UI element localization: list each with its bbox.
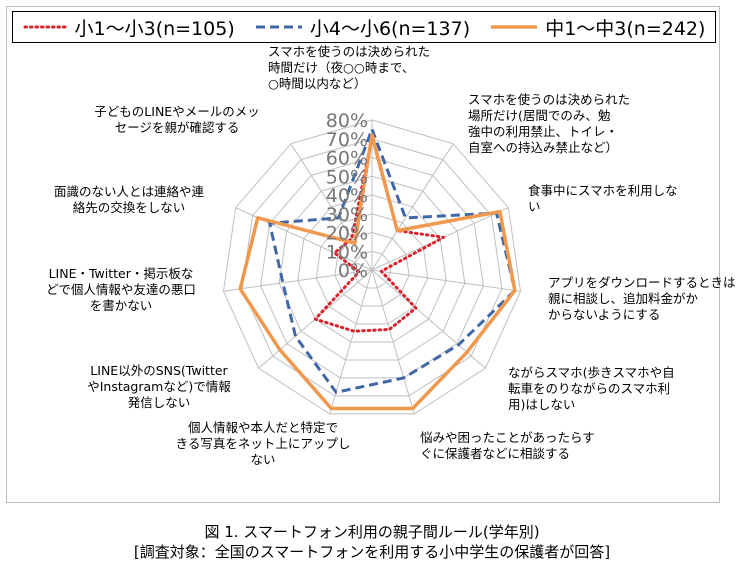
axis-label-1: スマホを使うのは決められた 時間だけ（夜○○時まで、 ○時間以内など）: [268, 44, 430, 92]
grid-ring-7: [241, 138, 503, 397]
caption-title: 図 1. スマートフォン利用の親子間ルール(学年別): [204, 523, 540, 541]
axis-label-line: ながらスマホ(歩きスマホや自: [508, 365, 675, 380]
series-line-1: [313, 135, 446, 333]
legend-item-series-2: 小4～小6(n=137): [254, 14, 470, 41]
axis-label-10: 面識のない人とは連絡や連 絡先の交換をしない: [40, 184, 218, 216]
axis-label-line: 食事中にスマホを利用しな: [528, 183, 678, 198]
axis-label-line: スマホを使うのは決められた: [468, 92, 631, 107]
grid-ring-5: [278, 175, 466, 361]
axis-label-line: 転車をのりながらのスマホ利: [508, 381, 671, 396]
axis-label-line: LINE以外のSNS(Twitter: [90, 363, 228, 378]
axis-label-line: スマホを使うのは決められた: [268, 44, 431, 59]
grid-spoke-7: [329, 269, 373, 415]
axis-label-line: 発信しない: [127, 395, 191, 410]
legend-swatch-dotted-red: [23, 25, 69, 29]
axis-label-line: い: [528, 199, 541, 214]
grid-spoke-9: [223, 269, 373, 292]
axis-label-3: 食事中にスマホを利用しない: [528, 183, 678, 215]
legend: 小1～小3(n=105) 小4～小6(n=137) 中1～中3(n=242): [12, 11, 716, 43]
axis-label-line: 自室への持込み禁止など）: [468, 140, 619, 155]
axis-label-line: を書かない: [89, 298, 153, 313]
axis-label-line: ない: [250, 452, 276, 467]
legend-item-series-1: 小1～小3(n=105): [23, 14, 235, 41]
axis-label-line: 面識のない人とは連絡や連: [53, 184, 204, 199]
grid-spoke-2: [371, 143, 454, 271]
axis-label-6: 悩みや困ったことがあったらす ぐに保護者などに相談する: [420, 430, 595, 462]
legend-swatch-solid-orange: [491, 25, 538, 29]
grid-ring-1: [352, 250, 392, 289]
tick-label-70pct: 70%: [326, 129, 368, 151]
grid-ring-3: [315, 213, 429, 325]
legend-label-series-3: 中1～中3(n=242): [545, 17, 706, 40]
axis-label-line: 場所だけ(居間でのみ、勉: [468, 108, 611, 123]
axis-label-line: 悩みや困ったことがあったらす: [420, 430, 595, 445]
axis-label-line: セージを親が確認する: [114, 120, 240, 135]
axis-label-8: LINE以外のSNS(Twitter やInstagramなど)で情報 発信しない: [70, 363, 248, 411]
axis-label-line: 親に相談し、追加料金がか: [548, 291, 699, 306]
axis-label-line: やInstagramなど)で情報: [87, 379, 231, 394]
tick-label-20pct: 20%: [326, 223, 368, 245]
tick-label-10pct: 10%: [326, 241, 368, 263]
axis-label-9: LINE・Twitter・掲示板な どで個人情報や友達の悪口 を書かない: [32, 266, 210, 314]
axis-label-4: アプリをダウンロードするときは 親に相談し、追加料金がか からないようにする: [548, 275, 736, 323]
chart-frame: [6, 6, 720, 503]
tick-label-0pct: 0%: [338, 260, 368, 282]
legend-label-series-2: 小4～小6(n=137): [309, 17, 471, 40]
series-line-3: [238, 133, 517, 411]
axis-label-line: ○時間以内など）: [268, 76, 367, 91]
axis-label-line: 時間だけ（夜○○時まで、: [268, 60, 415, 75]
axis-label-2: スマホを使うのは決められた 場所だけ(居間でのみ、勉 強中の利用禁止、トイレ・ 自室へ…: [468, 92, 630, 156]
axis-label-line: からないようにする: [548, 307, 661, 322]
axis-label-7: 個人情報や本人だと特定で きる写真をネット上にアップし ない: [174, 420, 352, 468]
axis-label-5: ながらスマホ(歩きスマホや自 転車をのりながらのスマホ利 用)はしない: [508, 365, 675, 413]
grid-spoke-11: [290, 143, 373, 271]
caption-subtitle: [調査対象：全国のスマートフォンを利用する小中学生の保護者が回答]: [133, 543, 611, 561]
axis-label-line: ぐに保護者などに相談する: [420, 446, 571, 461]
tick-label-60pct: 60%: [326, 148, 368, 170]
axis-label-line: どで個人情報や友達の悪口: [46, 282, 196, 297]
figure-caption: 図 1. スマートフォン利用の親子間ルール(学年別) [調査対象：全国のスマート…: [0, 522, 744, 562]
grid-ring-4: [297, 194, 447, 343]
axis-label-11: 子どものLINEやメールのメッ セージを親が確認する: [88, 104, 266, 136]
grid-ring-8: [222, 119, 522, 415]
tick-label-40pct: 40%: [326, 185, 368, 207]
axis-label-line: 強中の利用禁止、トイレ・: [468, 124, 619, 139]
axis-label-line: 子どものLINEやメールのメッ: [94, 104, 260, 119]
axis-label-line: 用)はしない: [508, 397, 576, 412]
axis-label-line: 絡先の交換をしない: [72, 200, 186, 215]
legend-label-series-1: 小1～小3(n=105): [74, 17, 235, 40]
axis-label-line: 個人情報や本人だと特定で: [187, 420, 338, 435]
tick-label-80pct: 80%: [326, 110, 368, 132]
legend-item-series-3: 中1～中3(n=242): [489, 14, 705, 41]
tick-label-50pct: 50%: [326, 166, 368, 188]
grid-spoke-4: [371, 269, 521, 292]
grid-spoke-6: [371, 269, 415, 415]
axis-label-line: LINE・Twitter・掲示板な: [48, 266, 194, 281]
grid-ring-2: [334, 231, 410, 307]
axis-label-line: きる写真をネット上にアップし: [175, 436, 351, 451]
legend-swatch-dashed-blue: [255, 25, 302, 29]
axis-label-line: アプリをダウンロードするときは: [548, 275, 736, 290]
tick-label-30pct: 30%: [326, 204, 368, 226]
